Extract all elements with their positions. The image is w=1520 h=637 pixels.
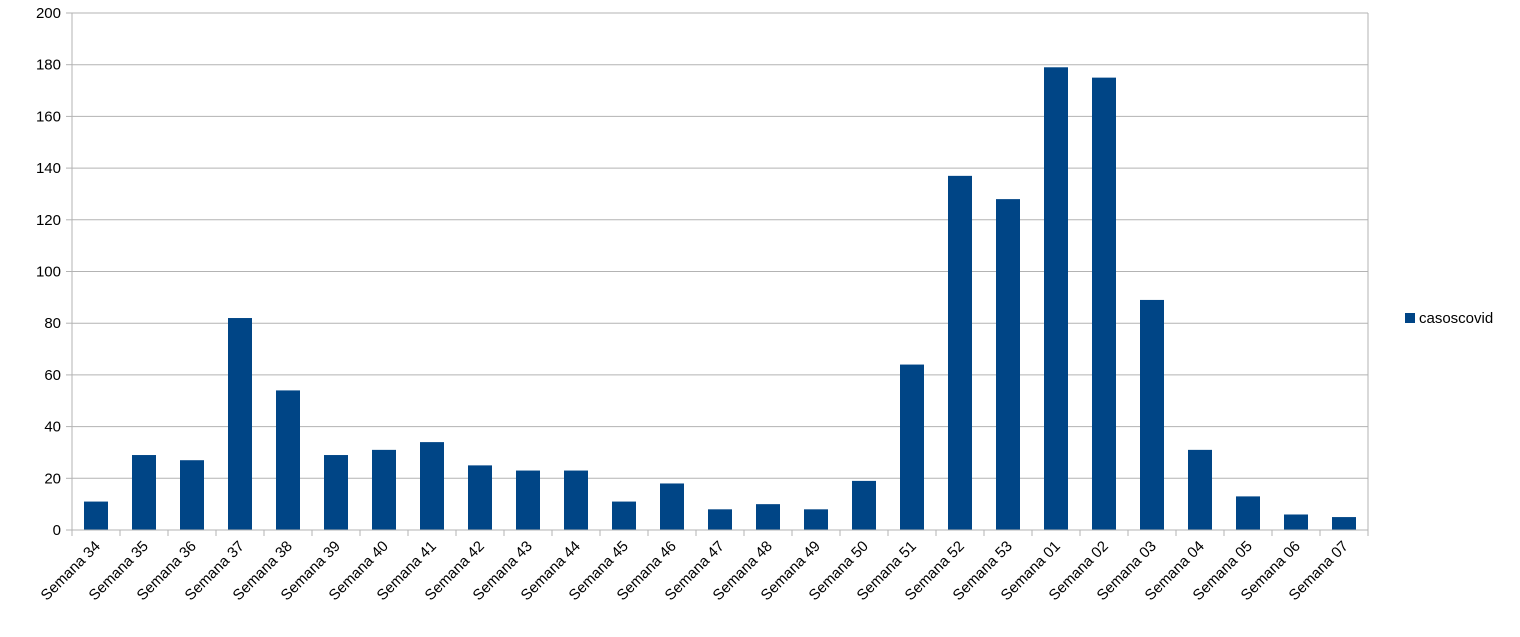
y-tick-label: 120 <box>36 212 61 229</box>
y-axis-ticks: 0 20 40 60 80 100 120 140 160 180 200 <box>36 5 72 539</box>
gridlines <box>72 12 1368 479</box>
bar <box>468 465 492 530</box>
bar <box>612 501 636 530</box>
y-tick-label: 60 <box>44 367 61 384</box>
y-tick-label: 160 <box>36 108 61 125</box>
legend-swatch <box>1405 313 1415 323</box>
y-tick-label: 200 <box>36 5 61 22</box>
bar <box>516 470 540 530</box>
bar <box>708 509 732 530</box>
y-tick-label: 80 <box>44 315 61 332</box>
bar <box>564 470 588 530</box>
legend: casoscovid <box>1405 310 1493 327</box>
y-tick-label: 40 <box>44 419 61 436</box>
bar <box>372 449 396 530</box>
bar <box>1188 449 1212 530</box>
y-tick-label: 140 <box>36 160 61 177</box>
bar <box>324 455 348 530</box>
bar <box>228 318 252 530</box>
bar <box>996 199 1020 530</box>
bars <box>84 67 1356 531</box>
bar <box>756 504 780 530</box>
bar <box>900 364 924 530</box>
bar <box>276 390 300 530</box>
bar <box>84 501 108 530</box>
bar <box>1332 517 1356 530</box>
bar <box>852 480 876 530</box>
y-tick-label: 0 <box>53 522 61 539</box>
bar <box>132 455 156 530</box>
bar <box>804 509 828 530</box>
y-tick-label: 180 <box>36 57 61 74</box>
bar <box>1236 496 1260 530</box>
bar <box>948 175 972 531</box>
y-tick-label: 100 <box>36 264 61 281</box>
bar <box>1140 299 1164 530</box>
bar <box>660 483 684 530</box>
bar <box>1044 67 1068 530</box>
y-tick-label: 20 <box>44 470 61 487</box>
legend-label: casoscovid <box>1419 310 1493 327</box>
bar <box>1284 514 1308 530</box>
bar <box>180 460 204 530</box>
bar <box>420 442 444 530</box>
bar <box>1092 77 1116 530</box>
